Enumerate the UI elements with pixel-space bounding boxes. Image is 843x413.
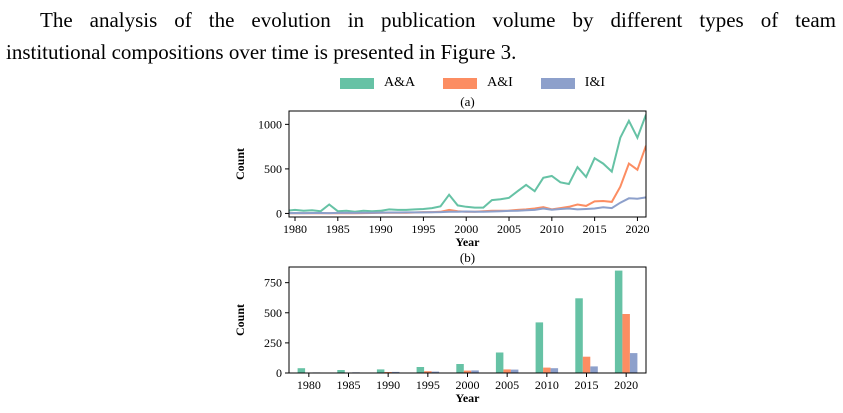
chart-a-ytick-label: 500	[264, 162, 282, 176]
chart-b-bar-ii-2005	[510, 369, 519, 373]
chart-a-xtick-label: 2010	[540, 222, 564, 236]
chart-a-frame	[288, 110, 647, 218]
chart-b-ytick-label: 750	[264, 276, 282, 290]
chart-b-xtick-label: 1980	[297, 378, 321, 392]
chart-b-xtick-label: 2020	[614, 378, 638, 392]
chart-a-ytick-label: 0	[276, 206, 282, 220]
chart-a-xtick-label: 2015	[583, 222, 607, 236]
chart-a-xtick-label: 1980	[283, 222, 307, 236]
chart-b-bar-aa-2010	[535, 322, 544, 373]
paragraph-line-1: The analysis of the evolution in publica…	[40, 8, 836, 32]
chart-b-ytick-label: 0	[276, 366, 282, 380]
paragraph-line-2: institutional compositions over time is …	[6, 40, 517, 64]
legend-swatch-ii	[540, 77, 575, 89]
chart-b-bar-ii-1990	[391, 371, 400, 373]
chart-b-bar-ai-2000	[463, 370, 472, 373]
chart-a-xlabel: Year	[456, 235, 481, 249]
chart-b-xtick-label: 2000	[456, 378, 480, 392]
legend-item-ii: I&I	[540, 75, 606, 91]
legend-label-aa: A&A	[384, 75, 416, 90]
chart-a-xtick-label: 1990	[369, 222, 393, 236]
chart-b-bar-ai-2010	[543, 367, 551, 373]
chart-b-bar-ii-2000	[471, 370, 479, 373]
chart-a-xtick-label: 2005	[497, 222, 521, 236]
figure-intro-paragraph: The analysis of the evolution in publica…	[6, 4, 836, 68]
chart-b-xlabel: Year	[456, 391, 481, 405]
chart-legend: A&A A&I I&I	[340, 75, 633, 91]
legend-swatch-ai	[443, 77, 478, 89]
chart-b-bar-ii-1995	[431, 371, 440, 373]
chart-b-bar-aa-1995	[416, 367, 425, 373]
legend-swatch-aa	[340, 77, 374, 89]
chart-b-frame	[288, 266, 647, 374]
chart-a-line-aa	[289, 114, 646, 213]
chart-b-ytick-label: 250	[264, 336, 282, 350]
chart-b-bar-ii-2010	[550, 368, 559, 373]
chart-b-bar-ii-2015	[590, 366, 598, 373]
chart-b-xtick-label: 2015	[575, 378, 599, 392]
chart-a-xtick-label: 2000	[454, 222, 478, 236]
chart-b-bar-ii-2020	[629, 353, 638, 373]
chart-b-xtick-label: 2005	[495, 378, 519, 392]
chart-a-xtick-label: 1995	[411, 222, 435, 236]
chart-b-bar-ai-2005	[503, 369, 511, 373]
chart-a-xtick-label: 1985	[326, 222, 350, 236]
chart-b-title: (b)	[460, 250, 475, 265]
chart-b-bar-aa-1985	[337, 370, 345, 373]
chart-b-bar-aa-2000	[456, 364, 464, 373]
legend-label-ii: I&I	[584, 75, 606, 90]
chart-b-bar-aa-2015	[575, 298, 583, 373]
chart-b-xtick-label: 2010	[535, 378, 559, 392]
chart-a-line-ii	[289, 196, 646, 215]
chart-b-bar-ai-2020	[622, 314, 630, 373]
chart-b-bar-ai-1995	[424, 371, 432, 373]
chart-a-title: (a)	[460, 94, 474, 109]
chart-a-ytick-label: 1000	[258, 117, 282, 131]
legend-item-ai: A&I	[443, 75, 513, 91]
chart-a-ylabel: Count	[233, 148, 247, 180]
chart-b-ylabel: Count	[233, 304, 247, 336]
chart-b-xtick-label: 1990	[376, 378, 400, 392]
chart-b-bar-aa-2005	[495, 352, 504, 373]
legend-label-ai: A&I	[487, 75, 513, 90]
chart-b-xtick-label: 1995	[416, 378, 440, 392]
chart-b-ytick-label: 500	[264, 306, 282, 320]
chart-b-bar-aa-1980	[297, 368, 306, 373]
legend-item-aa: A&A	[340, 75, 415, 91]
chart-a-xtick-label: 2020	[625, 222, 649, 236]
chart-b-bar-ai-2015	[582, 356, 591, 373]
chart-b-bar-aa-2020	[614, 270, 623, 373]
chart-a-line-ai	[289, 145, 646, 215]
chart-b-xtick-label: 1985	[337, 378, 361, 392]
chart-b-bar-aa-1990	[376, 369, 385, 373]
